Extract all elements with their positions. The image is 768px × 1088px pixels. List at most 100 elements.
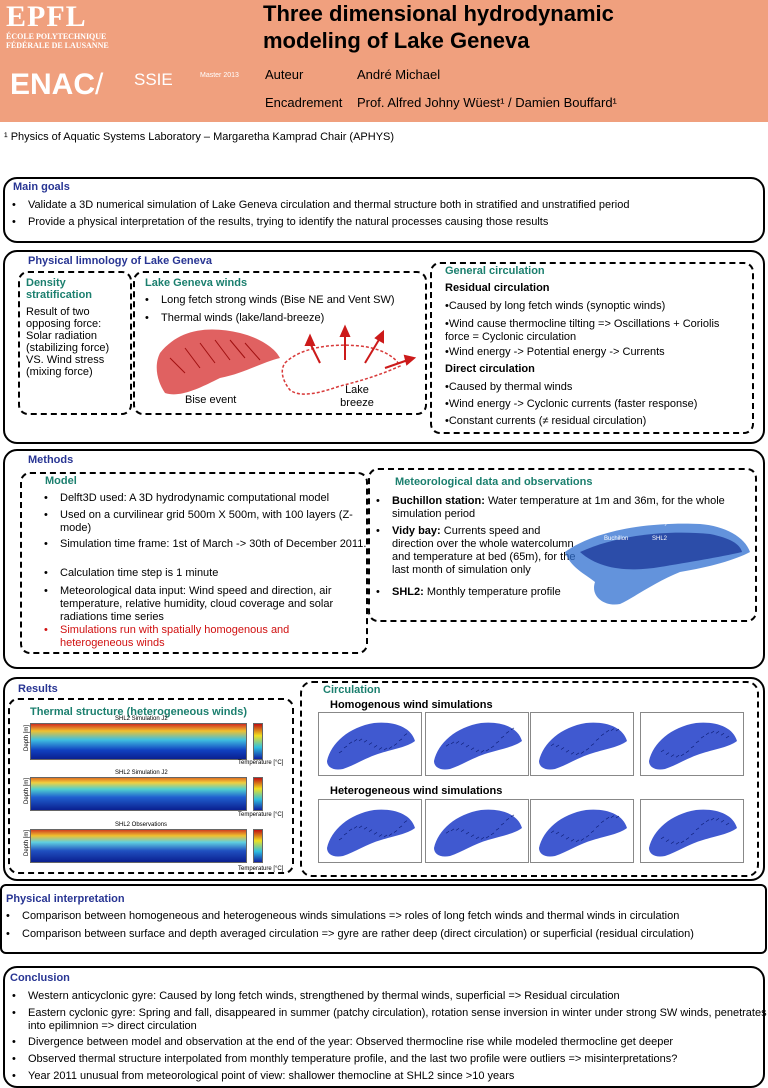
colorbar	[253, 829, 263, 863]
circulation-map-heterogeneous-2	[425, 799, 529, 863]
circulation-vectors	[445, 814, 515, 840]
title-line-2: modeling of Lake Geneva	[263, 28, 530, 53]
model-item: Used on a curvilinear grid 500m X 500m, …	[42, 509, 375, 535]
homogenous-title: Homogenous wind simulations	[330, 699, 493, 711]
author-label: Auteur	[265, 67, 304, 82]
logo-text: EPFL	[6, 0, 87, 33]
circulation-map-homogenous-1	[318, 712, 422, 776]
circulation-lake-shape	[327, 722, 415, 770]
supervision-names: Prof. Alfred Johny Wüest¹ / Damien Bouff…	[357, 95, 617, 110]
circulation-vectors	[660, 730, 730, 758]
meteo-item-bold: Vidy bay:	[392, 525, 441, 537]
title-line-1: Three dimensional hydrodynamic	[263, 1, 614, 26]
interpretation-title: Physical interpretation	[6, 893, 125, 905]
breeze-lake-shape	[281, 344, 402, 395]
circulation-vectors	[338, 820, 408, 841]
meteo-item-bold: SHL2:	[392, 586, 424, 598]
direct-item: •Caused by thermal winds	[445, 381, 573, 393]
meteo-item-text: Currents speed and direction over the wh…	[392, 525, 576, 576]
bise-label: Bise event	[185, 394, 237, 406]
breeze-arrows	[304, 324, 417, 369]
residual-item: •Wind cause thermocline tilting => Oscil…	[445, 318, 720, 343]
poster-title: Three dimensional hydrodynamic modeling …	[263, 0, 763, 54]
conclusion-item: Western anticyclonic gyre: Caused by lon…	[10, 990, 768, 1003]
plot-y-label: Depth [m]	[24, 829, 31, 857]
thermal-plot-2	[30, 777, 247, 811]
plot-caption: SHL2 Simulation J2	[115, 716, 168, 722]
map-label-vidy: Vidy	[656, 520, 668, 526]
residual-item: •Caused by long fetch winds (synoptic wi…	[445, 300, 666, 312]
circulation-lake-shape	[434, 809, 522, 857]
direct-item: •Constant currents (≠ residual circulati…	[445, 415, 647, 427]
circulation-map-homogenous-3	[530, 712, 634, 776]
epfl-logo: EPFL ÉCOLE POLYTECHNIQUE FÉDÉRALE DE LAU…	[6, 0, 116, 51]
density-text: Result of two opposing force: Solar radi…	[26, 306, 110, 378]
colorbar	[253, 723, 263, 760]
logo-subtitle-2: FÉDÉRALE DE LAUSANNE	[6, 41, 109, 50]
conclusion-title: Conclusion	[10, 972, 70, 984]
circulation-title: Circulation	[323, 684, 381, 696]
main-goal-item: Validate a 3D numerical simulation of La…	[10, 199, 768, 212]
logo-subtitle-1: ÉCOLE POLYTECHNIQUE	[6, 32, 107, 41]
direct-item: •Wind energy -> Cyclonic currents (faste…	[445, 398, 698, 410]
plot-caption: SHL2 Observations	[115, 822, 168, 828]
model-title: Model	[45, 475, 77, 487]
results-title: Results	[18, 683, 58, 695]
conclusion-item: Year 2011 unusual from meteorological po…	[10, 1070, 768, 1083]
bise-lake-shape	[156, 329, 280, 395]
ssie-label: SSIE	[134, 70, 173, 89]
direct-title: Direct circulation	[445, 363, 535, 375]
heterogeneous-title: Heterogeneous wind simulations	[330, 785, 503, 797]
winds-item: Thermal winds (lake/land-breeze)	[143, 312, 436, 325]
residual-title: Residual circulation	[445, 282, 550, 294]
circulation-lake-shape	[327, 809, 415, 857]
meteo-item-text: Water temperature at 1m and 36m, for the…	[392, 495, 725, 520]
colorbar	[253, 777, 263, 811]
supervision-label: Encadrement	[265, 95, 343, 110]
lake-map-deep	[580, 532, 742, 570]
circulation-vectors	[445, 727, 515, 753]
circulation-lake-shape	[434, 722, 522, 770]
thermal-plot-1	[30, 723, 247, 760]
circulation-map-heterogeneous-4	[640, 799, 744, 863]
density-box	[18, 271, 132, 415]
breeze-label: Lake breeze	[340, 384, 374, 409]
circulation-map-heterogeneous-3	[530, 799, 634, 863]
limnology-title: Physical limnology of Lake Geneva	[28, 255, 213, 267]
circulation-vectors	[550, 728, 620, 756]
model-item: Calculation time step is 1 minute	[42, 567, 375, 580]
model-item: Delft3D used: A 3D hydrodynamic computat…	[42, 492, 375, 505]
meteo-item: Vidy bay: Currents speed and direction o…	[374, 525, 582, 577]
thermal-title: Thermal structure (heterogeneous winds)	[30, 706, 247, 718]
circulation-vectors	[660, 817, 730, 845]
circulation-map-homogenous-2	[425, 712, 529, 776]
general-circulation-title: General circulation	[445, 265, 545, 277]
plot-axis-label: Temperature [°C]	[238, 866, 284, 872]
enac-text: ENAC	[10, 68, 96, 101]
conclusion-item: Eastern cyclonic gyre: Spring and fall, …	[10, 1007, 768, 1033]
winds-title: Lake Geneva winds	[145, 277, 248, 289]
residual-item: •Wind energy -> Potential energy -> Curr…	[445, 346, 665, 358]
header-banner	[0, 0, 768, 122]
winds-item: Long fetch strong winds (Bise NE and Ven…	[143, 294, 436, 307]
circulation-map-heterogeneous-1	[318, 799, 422, 863]
author-name: André Michael	[357, 67, 441, 82]
circulation-map-homogenous-4	[640, 712, 744, 776]
conclusion-item: Divergence between model and observation…	[10, 1036, 768, 1049]
affiliation: ¹ Physics of Aquatic Systems Laboratory …	[4, 131, 395, 143]
bise-arrows	[169, 339, 261, 374]
plot-y-label: Depth [m]	[24, 724, 31, 752]
circulation-lake-shape	[649, 809, 737, 857]
conclusion-item: Observed thermal structure interpolated …	[10, 1053, 768, 1066]
main-goal-item: Provide a physical interpretation of the…	[10, 216, 768, 229]
map-label-shl2: SHL2	[652, 536, 668, 542]
model-item: Simulation time frame: 1st of March -> 3…	[42, 538, 375, 551]
master-label: Master 2013	[200, 72, 239, 79]
meteo-item: Buchillon station: Water temperature at …	[374, 495, 762, 521]
enac-label: ENAC/	[10, 68, 104, 101]
circulation-lake-shape	[649, 722, 737, 770]
thermal-plot-3	[30, 829, 247, 863]
meteo-item: SHL2: Monthly temperature profile	[374, 586, 562, 599]
interpretation-item: Comparison between surface and depth ave…	[4, 928, 768, 941]
circulation-lake-shape	[539, 809, 627, 857]
